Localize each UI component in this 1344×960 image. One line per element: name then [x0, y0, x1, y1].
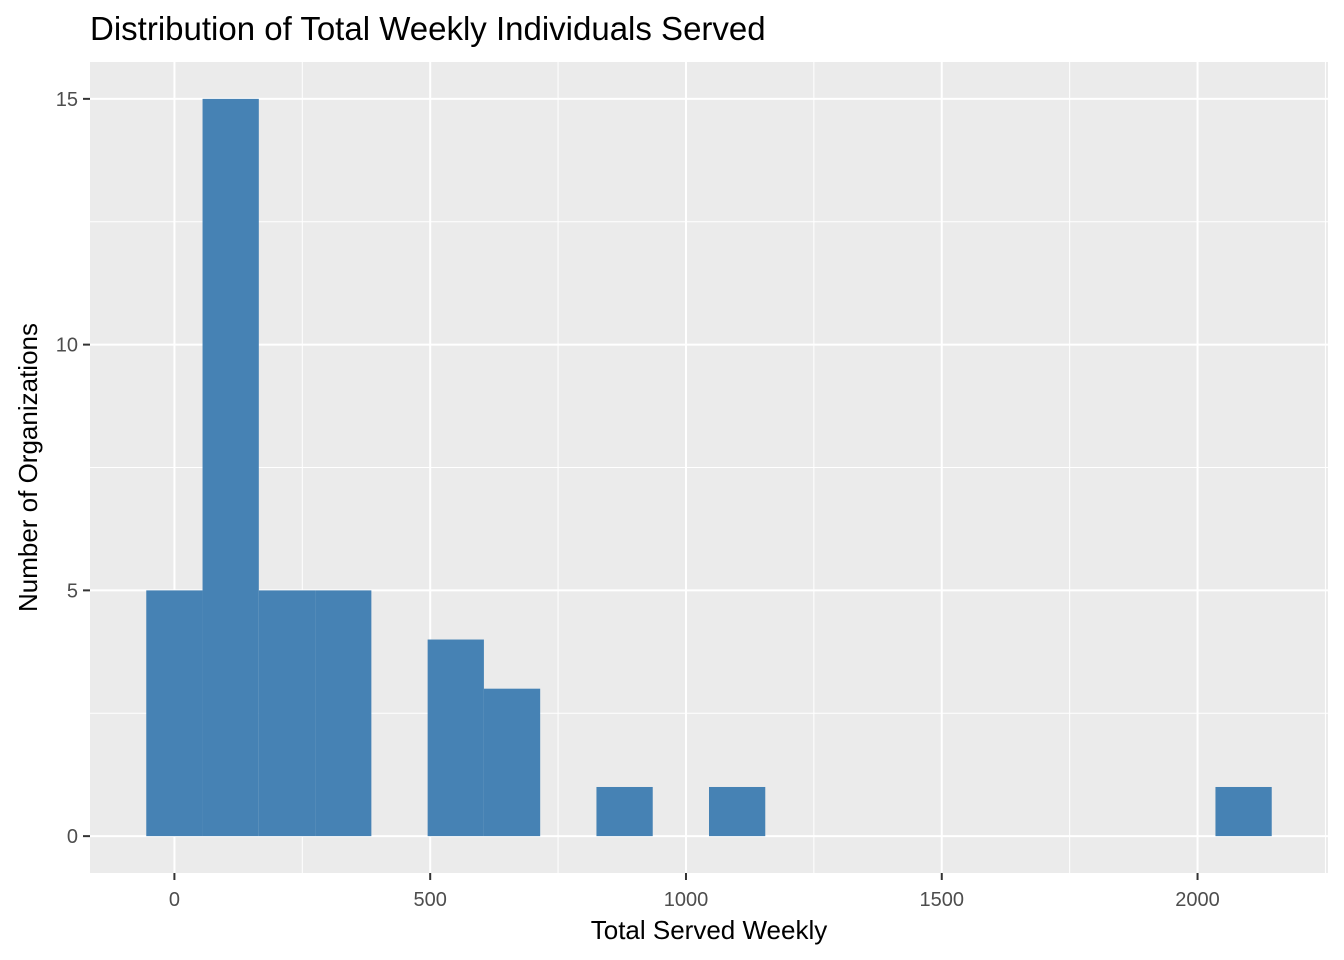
x-tick-label: 0 [169, 889, 180, 911]
x-tick-label: 1000 [664, 889, 709, 911]
x-axis: 0 500 1000 1500 2000 [169, 873, 1220, 911]
x-tick-label: 500 [414, 889, 447, 911]
histogram-bars [146, 98, 1272, 837]
histogram-bar [146, 590, 203, 837]
histogram-bar [596, 786, 653, 837]
y-tick-label: 10 [56, 335, 78, 357]
histogram-bar [1215, 786, 1272, 837]
y-tick-label: 5 [67, 580, 78, 602]
histogram-bar [202, 98, 259, 837]
histogram-bar [315, 590, 372, 837]
y-tick-label: 0 [67, 826, 78, 848]
histogram-bar [709, 786, 766, 837]
y-axis-title: Number of Organizations [13, 323, 43, 612]
x-tick-label: 1500 [920, 889, 965, 911]
y-axis: 0 5 10 15 [56, 89, 90, 848]
y-tick-label: 15 [56, 89, 78, 111]
chart-title: Distribution of Total Weekly Individuals… [90, 10, 766, 47]
histogram-bar [483, 688, 541, 837]
x-axis-title: Total Served Weekly [591, 915, 828, 945]
histogram-bar [258, 590, 316, 837]
x-tick-label: 2000 [1175, 889, 1220, 911]
histogram-bar [427, 639, 484, 837]
